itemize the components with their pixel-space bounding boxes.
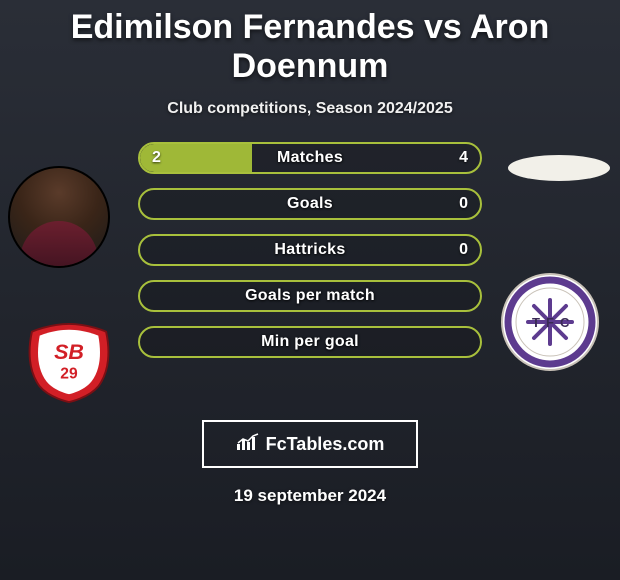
page-title: Edimilson Fernandes vs Aron Doennum — [0, 0, 620, 86]
player-right-placeholder — [508, 155, 610, 181]
player-left-avatar — [8, 166, 110, 268]
svg-text:F: F — [546, 315, 554, 330]
brand-box[interactable]: FcTables.com — [202, 420, 418, 468]
stats-container: 2Matches4Goals0Hattricks0Goals per match… — [138, 142, 482, 372]
stat-row: Goals per match — [138, 280, 482, 312]
stat-row: Min per goal — [138, 326, 482, 358]
stat-value-right: 0 — [459, 236, 468, 264]
stat-row: Goals0 — [138, 188, 482, 220]
stat-label: Hattricks — [140, 236, 480, 264]
club-left-initials: SB — [54, 340, 84, 364]
brand-label: FcTables.com — [266, 434, 385, 455]
club-right-crest: T F C — [500, 272, 600, 372]
stat-row: 2Matches4 — [138, 142, 482, 174]
stat-row: Hattricks0 — [138, 234, 482, 266]
svg-text:C: C — [560, 315, 570, 330]
subtitle: Club competitions, Season 2024/2025 — [0, 100, 620, 118]
date-label: 19 september 2024 — [0, 486, 620, 506]
svg-text:T: T — [532, 315, 540, 330]
club-left-sub: 29 — [60, 366, 78, 383]
stat-label: Goals per match — [140, 282, 480, 310]
stat-label: Min per goal — [140, 328, 480, 356]
stat-value-right: 4 — [459, 144, 468, 172]
comparison-content: SB 29 T F C 2Matches4Goals0Hattricks0Goa… — [0, 142, 620, 402]
club-left-crest: SB 29 — [20, 322, 118, 404]
stat-value-right: 0 — [459, 190, 468, 218]
stat-label: Matches — [140, 144, 480, 172]
chart-icon — [236, 433, 260, 456]
stat-label: Goals — [140, 190, 480, 218]
